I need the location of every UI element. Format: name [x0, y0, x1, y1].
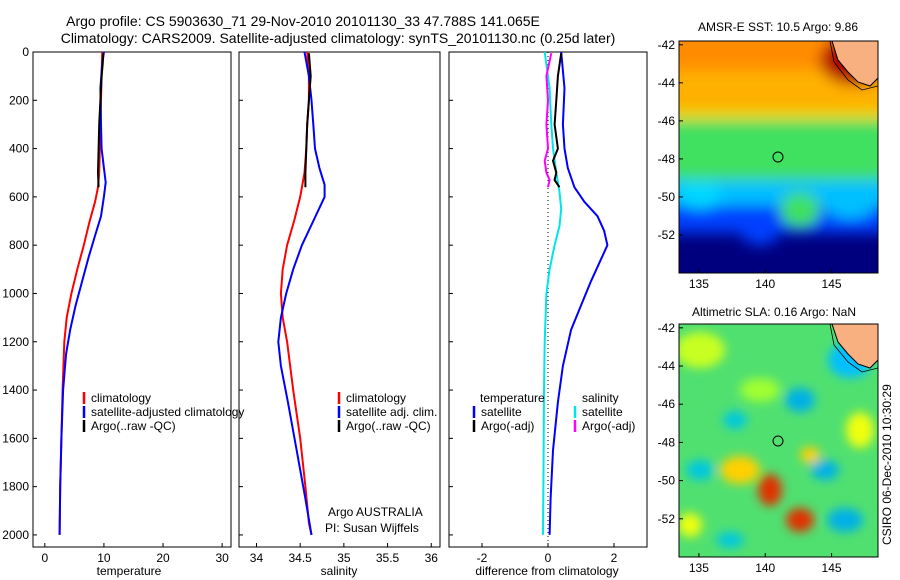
legend-label-temp-argo: Argo(-adj) [481, 419, 534, 433]
legend-label-argo: Argo(..raw -QC) [346, 419, 431, 433]
y-tick-label: 1000 [2, 286, 29, 300]
map-x-tick-label: 135 [689, 277, 709, 291]
y-tick-label: 400 [9, 142, 29, 156]
difference-legend: temperature satellite Argo(-adj) salinit… [472, 391, 635, 433]
map-x-tick-label: 135 [689, 561, 709, 575]
map-x-tick-label: 145 [822, 277, 842, 291]
sla-argo-marker [772, 435, 784, 447]
map-y-tick-label: -50 [658, 474, 676, 488]
x-tick-label: 35.5 [376, 551, 400, 565]
legend-label-sal-satellite: satellite [582, 405, 623, 419]
x-tick-label: 30 [215, 551, 229, 565]
legend-heading-salinity: salinity [582, 391, 619, 405]
sla-map: Altimetric SLA: 0.16 Argo: NaN [658, 305, 879, 575]
legend-label-argo: Argo(..raw -QC) [91, 419, 176, 433]
temperature-axis-label: temperature [97, 564, 162, 578]
pi-note: PI: Susan Wijffels [325, 521, 419, 535]
map-x-tick-label: 140 [755, 561, 775, 575]
map-y-tick-label: -48 [658, 435, 676, 449]
tasmania-land-sst [829, 41, 878, 91]
figure-title-line2: Climatology: CARS2009. Satellite-adjuste… [61, 30, 616, 46]
y-tick-label: 1400 [2, 383, 29, 397]
series-line-salinity-satellite [542, 51, 563, 535]
legend-label-satellite-adj: satellite adj. clim. [346, 405, 437, 419]
legend-label-satellite-adjusted: satellite-adjusted climatology [91, 405, 244, 419]
y-tick-label: 200 [9, 93, 29, 107]
sst-map-title: AMSR-E SST: 10.5 Argo: 9.86 [698, 20, 858, 34]
legend-label-temp-satellite: satellite [481, 405, 522, 419]
map-y-tick-label: -42 [658, 321, 676, 335]
y-tick-label: 800 [9, 238, 29, 252]
sst-map-frame [678, 40, 879, 274]
series-line-temperature-argo-adj- [552, 53, 563, 188]
figure-title-line1: Argo profile: CS 5903630_71 29-Nov-2010 … [66, 13, 540, 29]
sst-argo-marker [772, 151, 784, 163]
series-line-climatology [58, 51, 104, 535]
y-tick-label: 0 [22, 45, 29, 59]
legend-heading-temperature: temperature [480, 391, 545, 405]
legend-label-sal-argo: Argo(-adj) [582, 419, 635, 433]
x-tick-label: 35 [337, 551, 351, 565]
salinity-panel: 34 34.5 35 35.5 36 salinity climatology sate… [238, 51, 441, 578]
legend-label-climatology: climatology [346, 391, 406, 405]
temperature-legend: climatology satellite-adjusted climatolo… [82, 391, 244, 433]
sla-map-frame [678, 323, 879, 558]
map-y-tick-label: -44 [658, 76, 676, 90]
x-tick-label: 34.5 [288, 551, 312, 565]
sst-field [679, 41, 878, 273]
difference-axis-label: difference from climatology [475, 564, 618, 578]
map-y-tick-label: -52 [658, 228, 676, 242]
sla-map-title: Altimetric SLA: 0.16 Argo: NaN [692, 305, 856, 319]
x-tick-label: -2 [477, 551, 488, 565]
series-line-satellite-adjusted-climatology [58, 51, 107, 535]
map-x-tick-label: 145 [822, 561, 842, 575]
y-tick-label: 1800 [2, 480, 29, 494]
y-tick-label: 1200 [2, 335, 29, 349]
map-y-tick-label: -46 [658, 114, 676, 128]
map-y-tick-label: -44 [658, 359, 676, 373]
credit-text: CSIRO 06-Dec-2010 10:30:29 [880, 384, 894, 545]
y-tick-label: 600 [9, 190, 29, 204]
x-tick-label: 10 [97, 551, 111, 565]
sla-field [679, 324, 878, 557]
temperature-panel-frame [32, 51, 232, 548]
series-line-argo-raw-qc- [304, 53, 312, 188]
salinity-panel-frame [238, 51, 441, 548]
map-y-tick-label: -46 [658, 397, 676, 411]
salinity-axis-label: salinity [321, 564, 358, 578]
tasmania-land-sla [829, 324, 878, 373]
map-y-tick-label: -48 [658, 152, 676, 166]
series-line-temperature-satellite [548, 51, 609, 535]
x-tick-label: 36 [425, 551, 439, 565]
series-line-satellite-adj-clim- [277, 51, 326, 536]
temperature-panel: 0 10 20 30 0 200 400 600 800 1000 1200 1400 1600 1800… [2, 45, 244, 578]
series-line-salinity-argo-adj- [543, 52, 553, 188]
map-y-tick-label: -52 [658, 512, 676, 526]
x-tick-label: 0 [41, 551, 48, 565]
map-y-tick-label: -50 [658, 190, 676, 204]
legend-label-climatology: climatology [91, 391, 151, 405]
difference-panel: -2 0 2 difference from climatology tempera… [448, 51, 648, 578]
y-tick-label: 2000 [2, 528, 29, 542]
y-tick-label: 1600 [2, 431, 29, 445]
x-tick-label: 0 [545, 551, 552, 565]
salinity-legend: climatology satellite adj. clim. Argo(..… [337, 391, 437, 433]
sst-map: AMSR-E SST: 10.5 Argo: 9.86 135 1 [658, 20, 879, 291]
x-tick-label: 2 [611, 551, 618, 565]
map-x-tick-label: 140 [755, 277, 775, 291]
x-tick-label: 20 [156, 551, 170, 565]
argo-australia-note: Argo AUSTRALIA [328, 505, 423, 519]
x-tick-label: 34 [250, 551, 264, 565]
series-line-argo-raw-qc- [97, 53, 105, 188]
map-y-tick-label: -42 [658, 38, 676, 52]
